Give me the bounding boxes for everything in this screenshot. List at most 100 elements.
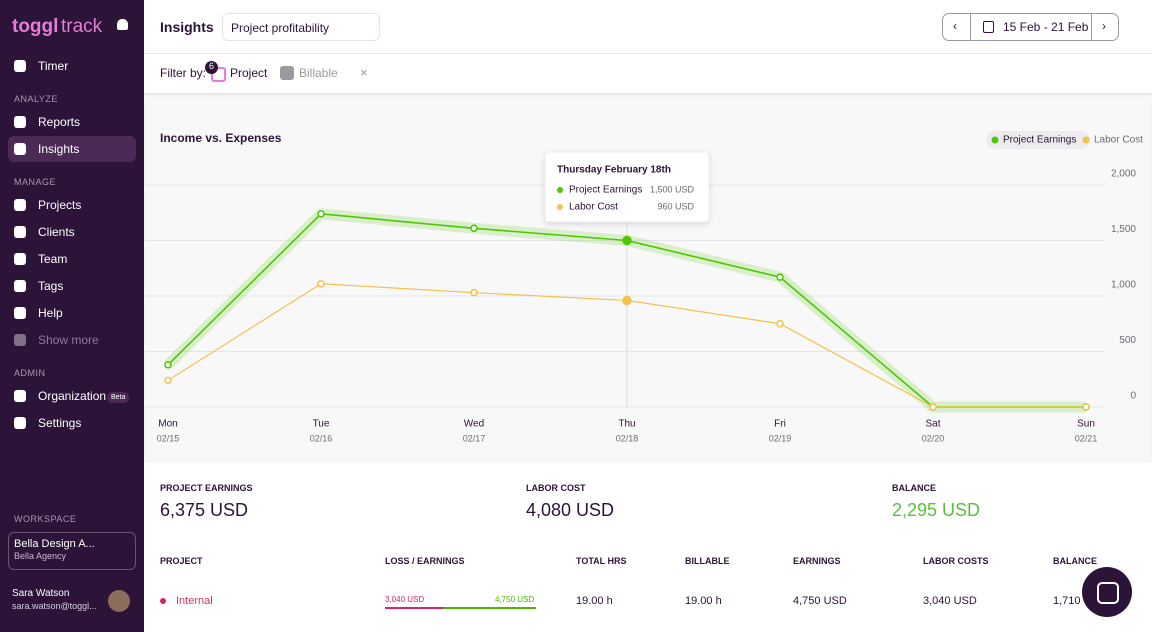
nav-icon [14, 280, 26, 292]
nav-icon [14, 60, 26, 72]
x-tick-label: Sat [925, 419, 940, 430]
data-point [317, 280, 325, 288]
table-cell: 3,040 USD [923, 595, 977, 607]
logo-brand: toggl [12, 16, 59, 37]
table-header[interactable]: LABOR COSTS [923, 556, 989, 566]
legend-swatch [1082, 136, 1090, 144]
nav-item[interactable]: Projects [38, 198, 82, 212]
y-tick-label: 500 [1119, 335, 1136, 346]
tooltip-swatch [557, 204, 563, 210]
nav-item[interactable]: Organization [38, 389, 107, 403]
table-header[interactable]: BALANCE [1053, 556, 1097, 566]
x-tick-label: Thu [618, 419, 635, 430]
workspace-heading: WORKSPACE [14, 514, 77, 524]
billable-icon [280, 66, 294, 80]
table-header[interactable]: LOSS / EARNINGS [385, 556, 465, 566]
date-picker[interactable] [942, 13, 1119, 41]
beta-badge: Beta [107, 392, 130, 403]
tooltip [544, 151, 710, 223]
x-tick-label: Fri [774, 419, 786, 430]
legend-label: Labor Cost [1094, 135, 1143, 146]
x-tick-date: 02/19 [769, 433, 792, 443]
loss-bar [385, 607, 444, 609]
report-select[interactable] [222, 13, 380, 41]
tooltip-name: Project Earnings [569, 185, 642, 196]
summary-label: PROJECT EARNINGS [160, 483, 253, 493]
data-point [929, 403, 937, 411]
clear-filter[interactable]: × [360, 65, 368, 80]
date-divider [1091, 13, 1092, 41]
tooltip-name: Labor Cost [569, 202, 618, 213]
nav-icon [14, 417, 26, 429]
table-cell: 19.00 h [576, 595, 613, 607]
filter-billable[interactable]: Billable [299, 66, 338, 80]
data-point [470, 288, 478, 297]
table-cell: 19.00 h [685, 595, 722, 607]
workspace-box[interactable] [8, 532, 136, 570]
nav-icon [14, 143, 26, 155]
nav-item[interactable]: Tags [38, 279, 64, 293]
tooltip-value: 1,500 USD [650, 184, 695, 194]
filter-project[interactable]: Project [230, 66, 268, 80]
logo-product: track [61, 16, 103, 37]
tooltip-value: 960 USD [657, 201, 694, 211]
nav-icon [14, 253, 26, 265]
x-tick-date: 02/18 [616, 433, 639, 443]
data-point [164, 361, 172, 369]
nav-heading: ADMIN [14, 368, 46, 378]
bell-icon[interactable] [117, 19, 128, 30]
chat-button[interactable] [1082, 567, 1132, 617]
x-tick-date: 02/20 [922, 433, 945, 443]
loss-label: 3,040 USD [385, 595, 425, 604]
summary-label: BALANCE [892, 483, 936, 493]
nav-item[interactable]: Show more [38, 333, 99, 347]
chart-title: Income vs. Expenses [160, 131, 282, 145]
row-dot [160, 598, 166, 604]
nav-item[interactable]: Help [38, 306, 63, 320]
summary-value: 4,080 USD [526, 500, 615, 520]
nav-icon [14, 390, 26, 402]
tooltip-title: Thursday February 18th [557, 165, 671, 176]
x-tick-date: 02/15 [157, 433, 180, 443]
user-name: Sara Watson [12, 588, 70, 599]
x-tick-label: Wed [464, 419, 484, 430]
avatar[interactable] [108, 590, 130, 612]
tooltip-swatch [557, 187, 563, 193]
date-range: 15 Feb - 21 Feb [1003, 20, 1089, 34]
table-header[interactable]: PROJECT [160, 556, 203, 566]
data-point [622, 235, 632, 246]
table-header[interactable]: TOTAL HRS [576, 556, 627, 566]
nav-item[interactable]: Reports [38, 115, 81, 129]
y-tick-label: 1,000 [1111, 280, 1136, 291]
summary-label: LABOR COST [526, 483, 586, 493]
report-select-text: Project profitability [231, 21, 330, 35]
x-tick-label: Tue [313, 419, 330, 430]
header-line [144, 53, 1152, 54]
summary-value: 2,295 USD [892, 500, 981, 520]
chat-icon [1097, 582, 1119, 604]
y-tick-label: 1,500 [1111, 224, 1136, 235]
project-name[interactable]: Internal [176, 595, 213, 607]
x-tick-date: 02/16 [310, 433, 333, 443]
nav-item[interactable]: Settings [38, 416, 82, 430]
table-header[interactable]: BILLABLE [685, 556, 730, 566]
data-point [622, 295, 632, 306]
table-header[interactable]: EARNINGS [793, 556, 841, 566]
nav-item[interactable]: Clients [38, 225, 75, 239]
nav-item[interactable]: Timer [38, 59, 69, 73]
legend-hover [986, 131, 1090, 149]
data-point [1082, 403, 1090, 411]
y-tick-label: 0 [1130, 391, 1136, 402]
table-cell: 4,750 USD [793, 595, 847, 607]
data-point [470, 224, 478, 233]
next-arrow[interactable]: › [1102, 19, 1106, 33]
nav-item[interactable]: Team [38, 252, 68, 266]
data-point [164, 376, 172, 385]
nav-item[interactable]: Insights [38, 142, 80, 156]
prev-arrow[interactable]: ‹ [953, 19, 957, 33]
workspace-org: Bella Agency [14, 551, 67, 561]
project-icon[interactable] [211, 67, 226, 82]
nav-icon [14, 199, 26, 211]
date-divider [970, 13, 971, 41]
